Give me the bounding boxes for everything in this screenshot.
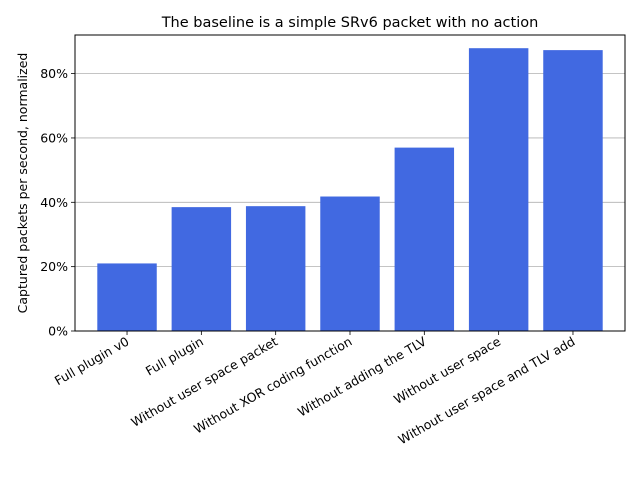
bar: [543, 50, 603, 332]
y-axis-ticks: 0% 20% 40% 60% 80%: [40, 66, 75, 339]
x-tick-label: Without adding the TLV: [295, 333, 429, 419]
bar: [97, 263, 157, 331]
y-tick-label: 80%: [40, 66, 68, 81]
x-tick-label: Full plugin: [143, 334, 206, 379]
chart-title: The baseline is a simple SRv6 packet wit…: [161, 15, 539, 31]
bar: [320, 196, 380, 331]
bar: [468, 48, 529, 331]
bar: [171, 207, 232, 331]
bar: [394, 147, 455, 331]
x-tick-label: Full plugin v0: [52, 334, 132, 389]
y-tick-label: 20%: [40, 259, 68, 274]
y-tick-label: 40%: [40, 195, 68, 210]
y-axis-label: Captured packets per second, normalized: [15, 53, 30, 314]
bar: [245, 206, 306, 331]
y-tick-label: 0%: [48, 324, 68, 339]
y-tick-label: 60%: [40, 130, 68, 145]
bars: [97, 48, 603, 332]
